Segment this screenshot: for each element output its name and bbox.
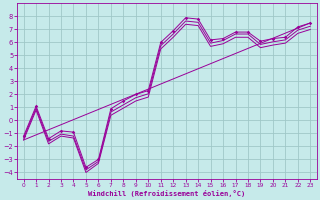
X-axis label: Windchill (Refroidissement éolien,°C): Windchill (Refroidissement éolien,°C) xyxy=(88,190,245,197)
